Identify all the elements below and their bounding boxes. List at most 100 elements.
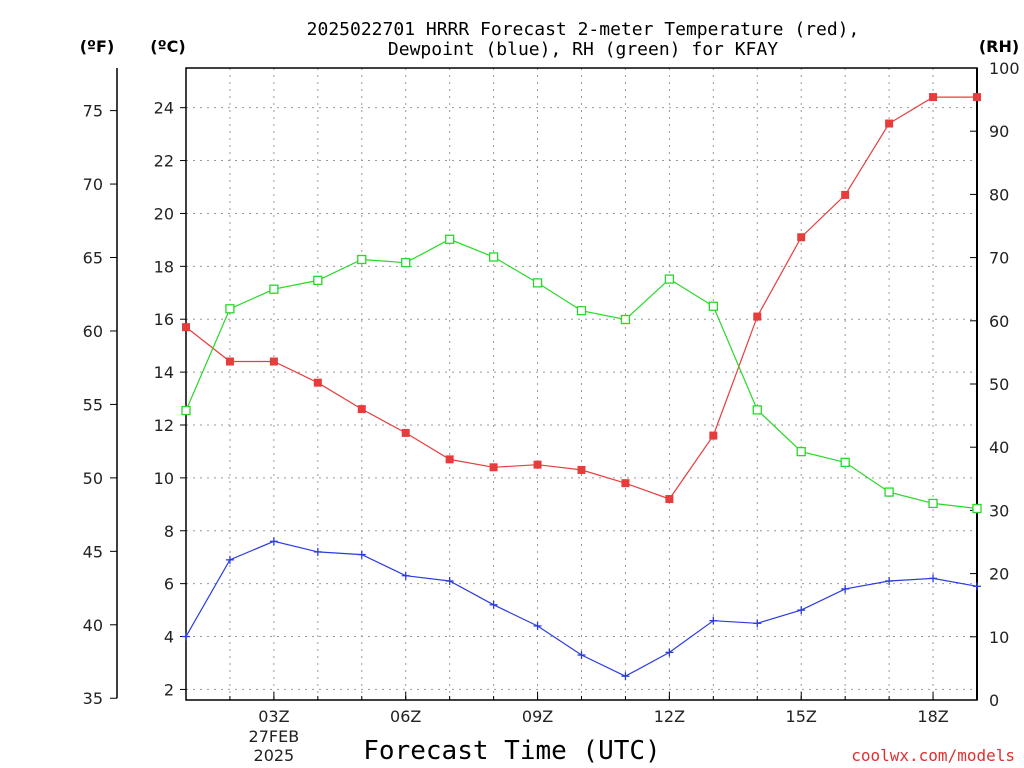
dewpoint-point (753, 619, 762, 628)
celsius-tick-label: 18 (154, 257, 174, 276)
rh-tick-label: 80 (989, 185, 1009, 204)
fahrenheit-unit-label: (ºF) (80, 37, 115, 56)
rh-tick-label: 50 (989, 375, 1009, 394)
x-axis-title: Forecast Time (UTC) (363, 736, 660, 766)
temperature-point (973, 93, 981, 102)
rh-point (225, 304, 235, 314)
grid-lines (186, 68, 977, 700)
celsius-tick-label: 12 (154, 416, 174, 435)
date-label-line1: 27FEB (249, 727, 300, 746)
rh-tick-label: 20 (989, 565, 1009, 584)
celsius-tick-label: 16 (154, 310, 174, 329)
rh-point (576, 306, 587, 316)
rh-point (313, 275, 323, 286)
dewpoint-point (929, 574, 938, 583)
rh-point (840, 457, 850, 468)
dewpoint-point (225, 555, 234, 564)
x-tick-label: 15Z (786, 707, 817, 726)
fahrenheit-tick-label: 75 (83, 102, 103, 121)
temperature-point (621, 479, 630, 488)
date-label-line2: 2025 (254, 746, 295, 765)
temperature-point (885, 119, 894, 128)
dewpoint-point (621, 672, 630, 681)
rh-tick-label: 60 (989, 312, 1009, 331)
temperature-point (225, 357, 234, 366)
dewpoint-point (797, 606, 806, 615)
dewpoint-point (885, 577, 894, 586)
temperature-line (185, 96, 977, 500)
rh-unit-label: (RH) (979, 37, 1019, 56)
rh-tick-label: 40 (989, 438, 1009, 457)
fahrenheit-tick-label: 35 (83, 689, 103, 708)
rh-point (357, 254, 367, 265)
temperature-point (269, 357, 278, 366)
x-tick-label: 12Z (654, 707, 685, 726)
fahrenheit-tick-label: 40 (83, 616, 103, 635)
celsius-tick-label: 20 (154, 204, 174, 223)
rh-point (620, 314, 631, 325)
fahrenheit-tick-label: 55 (83, 395, 103, 414)
celsius-tick-label: 4 (164, 628, 174, 647)
rh-tick-label: 70 (989, 249, 1009, 268)
chart-title-line2: Dewpoint (blue), RH (green) for KFAY (388, 39, 778, 60)
dewpoint-point (973, 582, 981, 591)
rh-point (181, 405, 191, 416)
dewpoint-point (665, 648, 674, 657)
rh-point (972, 503, 982, 514)
rh-point (928, 498, 938, 509)
x-tick-label: 06Z (390, 707, 421, 726)
dewpoint-point (489, 600, 498, 609)
x-tick-label: 03Z (258, 707, 289, 726)
temperature-point (445, 455, 454, 464)
rh-point (401, 258, 411, 268)
celsius-tick-label: 6 (164, 575, 174, 594)
rh-tick-label: 100 (989, 59, 1020, 78)
dewpoint-point (445, 577, 454, 586)
temperature-point (533, 460, 542, 469)
chart-axes: 2468101214161820222435404550556065707501… (83, 59, 1020, 765)
x-tick-label: 18Z (917, 707, 948, 726)
temperature-point (841, 190, 850, 199)
dewpoint-point (841, 584, 850, 593)
fahrenheit-tick-label: 50 (83, 469, 103, 488)
rh-point (445, 234, 455, 244)
fahrenheit-tick-label: 45 (83, 542, 103, 561)
celsius-unit-label: (ºC) (150, 37, 185, 56)
rh-tick-label: 0 (989, 691, 999, 710)
temperature-point (753, 312, 762, 321)
rh-point (884, 487, 894, 497)
rh-tick-label: 30 (989, 501, 1009, 520)
dewpoint-point (709, 616, 718, 625)
rh-point (752, 405, 762, 415)
data-series (181, 93, 982, 681)
rh-point (796, 446, 806, 457)
rh-point (532, 278, 543, 288)
source-credit: coolwx.com/models (851, 746, 1015, 765)
chart-title-line1: 2025022701 HRRR Forecast 2-meter Tempera… (307, 19, 860, 40)
temperature-point (357, 405, 366, 414)
fahrenheit-tick-label: 65 (83, 249, 103, 268)
temperature-point (401, 428, 410, 437)
temperature-point (577, 465, 586, 474)
temperature-point (709, 431, 718, 440)
x-tick-label: 09Z (522, 707, 553, 726)
temperature-point (665, 495, 674, 504)
celsius-tick-label: 2 (164, 680, 174, 699)
celsius-tick-label: 14 (154, 363, 174, 382)
celsius-tick-label: 24 (154, 99, 174, 118)
temperature-point (797, 233, 806, 242)
dewpoint-point (401, 571, 410, 580)
celsius-tick-label: 10 (154, 469, 174, 488)
temperature-point (182, 323, 190, 332)
rh-tick-label: 10 (989, 628, 1009, 647)
celsius-tick-label: 22 (154, 152, 174, 171)
celsius-tick-label: 8 (164, 522, 174, 541)
temperature-point (489, 463, 498, 472)
dewpoint-point (577, 651, 586, 660)
rh-point (488, 252, 499, 262)
dewpoint-point (182, 632, 190, 641)
temperature-point (313, 378, 322, 387)
dewpoint-point (269, 537, 278, 546)
temperature-point (929, 93, 938, 102)
